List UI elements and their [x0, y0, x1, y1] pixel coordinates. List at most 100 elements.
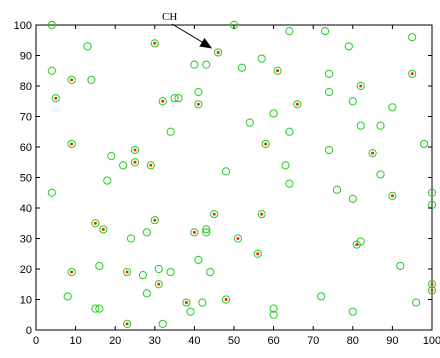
- sensor-node: [427, 200, 437, 210]
- x-tick-label: 80: [347, 335, 359, 347]
- sensor-node: [83, 42, 92, 51]
- sensor-node: [320, 27, 330, 36]
- cluster-head-dot: [260, 212, 264, 216]
- sensor-node: [126, 234, 136, 243]
- sensor-node: [427, 280, 437, 289]
- cluster-head-dot: [216, 50, 220, 54]
- sensor-node: [324, 69, 334, 78]
- sensor-node: [427, 188, 437, 197]
- cluster-head-dot: [70, 142, 74, 146]
- x-tick-label: 100: [423, 335, 440, 347]
- sensor-node: [103, 176, 112, 185]
- sensor-node: [269, 304, 278, 313]
- x-tick-label: 70: [307, 335, 319, 347]
- cluster-head-dot: [276, 69, 280, 73]
- sensor-node: [87, 75, 96, 85]
- y-tick-label: 10: [20, 295, 32, 307]
- sensor-node: [194, 88, 203, 97]
- sensor-node: [202, 228, 211, 237]
- y-tick-label: 60: [20, 142, 32, 154]
- cluster-head-dot: [149, 163, 153, 167]
- sensor-node: [63, 292, 72, 301]
- sensor-node: [91, 304, 100, 313]
- sensor-node: [119, 161, 128, 170]
- sensor-node: [237, 63, 247, 72]
- sensor-node: [138, 271, 148, 280]
- x-tick-label: 20: [109, 335, 121, 347]
- sensor-node: [51, 94, 60, 103]
- sensor-node: [269, 310, 278, 319]
- cluster-head-dot: [430, 288, 434, 292]
- sensor-node: [412, 298, 421, 307]
- sensor-node: [344, 42, 353, 51]
- y-tick-label: 80: [20, 81, 32, 93]
- y-tick-label: 90: [20, 51, 32, 63]
- sensor-node: [194, 100, 203, 109]
- sensor-node: [221, 167, 231, 176]
- sensor-node: [174, 94, 183, 103]
- cluster-head-dot: [295, 102, 299, 106]
- sensor-node: [285, 27, 294, 36]
- sensor-node: [427, 286, 437, 295]
- sensor-node: [376, 121, 385, 130]
- cluster-head-dot: [212, 212, 216, 216]
- sensor-node: [95, 261, 104, 271]
- sensor-node: [324, 145, 334, 155]
- sensor-node: [221, 295, 231, 304]
- cluster-head-dot: [93, 221, 97, 225]
- cluster-head-dot: [236, 237, 240, 240]
- sensor-node: [317, 292, 326, 301]
- cluster-head-dot: [153, 41, 157, 45]
- sensor-node: [368, 149, 377, 158]
- cluster-head-dot: [430, 282, 434, 286]
- sensor-node: [130, 145, 140, 155]
- x-tick-label: 30: [149, 335, 161, 347]
- annotation: CH: [162, 11, 213, 49]
- x-tick-label: 90: [386, 335, 398, 347]
- sensor-node: [194, 255, 203, 264]
- sensor-node: [154, 264, 163, 274]
- sensor-node: [324, 88, 334, 97]
- sensor-node: [202, 225, 211, 234]
- y-tick-label: 70: [20, 112, 32, 124]
- cluster-head-dot: [264, 142, 268, 146]
- y-tick-label: 20: [20, 264, 32, 276]
- cluster-head-dot: [133, 148, 137, 152]
- sensor-node: [281, 161, 290, 170]
- x-tick-label: 50: [228, 335, 240, 347]
- sensor-node: [158, 97, 167, 106]
- cluster-head-dot: [410, 72, 414, 76]
- sensor-node: [269, 109, 278, 118]
- sensor-node: [130, 158, 140, 167]
- sensor-node: [273, 66, 282, 75]
- sensor-node: [408, 69, 417, 78]
- y-tick-label: 40: [20, 203, 32, 215]
- plot-box: [35, 24, 433, 331]
- sensor-node: [348, 194, 357, 203]
- sensor-node: [166, 127, 175, 136]
- sensor-node: [202, 60, 211, 69]
- cluster-head-dot: [153, 218, 157, 222]
- sensor-node: [154, 280, 163, 289]
- cluster-head-dot: [54, 96, 58, 100]
- sensor-node: [388, 191, 397, 200]
- sensor-node: [47, 66, 56, 75]
- sensor-node: [170, 94, 179, 103]
- plot-frame: [35, 24, 433, 331]
- sensor-node: [376, 170, 385, 179]
- y-tick-label: 100: [14, 20, 32, 32]
- sensor-node: [150, 216, 159, 225]
- sensor-node: [99, 225, 108, 234]
- cluster-head-dot: [371, 151, 375, 155]
- sensor-node: [186, 307, 195, 316]
- sensor-node: [261, 139, 270, 149]
- sensor-node: [396, 261, 405, 271]
- x-tick-label: 40: [188, 335, 200, 347]
- sensor-node: [408, 33, 417, 42]
- sensor-nodes: [47, 20, 437, 328]
- sensor-node: [158, 319, 167, 328]
- sensor-node: [293, 100, 302, 109]
- cluster-head-dot: [196, 102, 200, 106]
- sensor-node: [67, 75, 76, 85]
